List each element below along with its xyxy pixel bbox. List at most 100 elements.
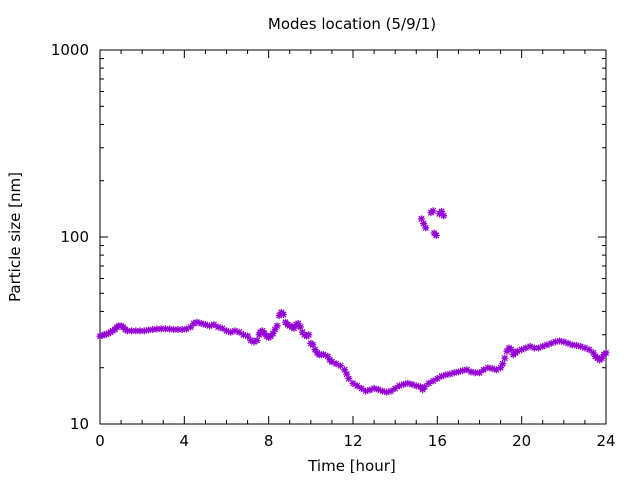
data-point — [190, 319, 198, 327]
data-point — [174, 326, 182, 334]
data-point — [503, 347, 511, 355]
data-point — [193, 318, 201, 326]
data-point — [345, 375, 353, 383]
data-point — [132, 327, 140, 335]
data-point — [438, 207, 446, 215]
data-point — [543, 341, 551, 349]
y-tick-label: 100 — [60, 228, 89, 246]
data-point — [214, 323, 222, 331]
data-point — [157, 325, 165, 333]
data-point — [539, 342, 547, 350]
data-point — [395, 382, 403, 390]
data-point — [463, 366, 471, 374]
data-point — [374, 385, 382, 393]
data-point — [247, 336, 255, 344]
data-point — [144, 326, 152, 334]
data-point — [522, 344, 530, 352]
data-point — [446, 370, 454, 378]
data-point — [128, 327, 136, 335]
data-point — [279, 311, 287, 319]
data-point — [324, 352, 332, 360]
plot-frame — [99, 49, 607, 425]
data-point — [290, 324, 298, 332]
data-point — [560, 338, 568, 346]
data-point — [269, 329, 277, 337]
data-point — [530, 344, 538, 352]
x-tick-label: 8 — [264, 432, 274, 450]
data-point — [492, 366, 500, 374]
data-point — [556, 337, 564, 345]
data-point — [501, 354, 509, 362]
data-point — [328, 358, 336, 366]
data-point — [471, 369, 479, 377]
data-point — [379, 387, 387, 395]
y-tick-label: 10 — [70, 415, 89, 433]
data-point — [450, 369, 458, 377]
data-point — [420, 220, 428, 228]
data-point — [598, 354, 606, 362]
data-point — [432, 231, 440, 239]
data-point — [391, 384, 399, 392]
data-point — [250, 338, 258, 346]
data-point — [499, 360, 507, 368]
data-point — [187, 323, 195, 331]
data-point — [422, 224, 430, 232]
data-point — [96, 332, 104, 340]
data-point — [418, 215, 426, 223]
data-point — [454, 368, 462, 376]
data-point — [589, 349, 597, 357]
data-point — [227, 328, 235, 336]
data-point — [253, 336, 261, 344]
data-point — [275, 312, 283, 320]
data-point — [476, 369, 483, 377]
chart-title: Modes location (5/9/1) — [268, 15, 436, 33]
data-point — [433, 375, 441, 383]
data-point — [366, 386, 374, 394]
x-axis-label: Time [hour] — [307, 457, 396, 475]
data-point — [223, 327, 230, 335]
data-point — [153, 325, 161, 333]
data-point — [602, 349, 610, 357]
data-point — [467, 368, 475, 376]
y-axis-ticks: 10 100 1000 — [51, 41, 606, 433]
data-point — [535, 344, 543, 352]
data-point — [568, 341, 576, 349]
data-point — [343, 370, 351, 378]
data-point — [296, 323, 304, 331]
data-point — [429, 377, 437, 385]
data-point — [349, 379, 357, 387]
x-tick-label: 12 — [343, 432, 362, 450]
data-point — [166, 325, 174, 333]
x-axis-ticks: 0 4 8 12 16 20 24 — [95, 50, 616, 450]
data-point — [480, 366, 488, 374]
data-point — [218, 324, 226, 332]
data-point — [412, 382, 420, 390]
data-point — [305, 331, 313, 339]
data-point — [577, 342, 585, 350]
data-point — [182, 325, 190, 333]
data-point — [484, 364, 492, 372]
data-point — [178, 326, 186, 334]
data-point — [404, 379, 412, 387]
data-point — [353, 382, 361, 390]
x-tick-label: 20 — [512, 432, 531, 450]
data-point — [497, 364, 505, 372]
data-point — [513, 347, 521, 355]
x-tick-label: 0 — [95, 432, 105, 450]
x-tick-label: 24 — [596, 432, 615, 450]
data-point — [231, 327, 239, 335]
data-point — [507, 346, 515, 354]
data-point — [332, 360, 340, 368]
data-point — [438, 372, 446, 380]
data-point — [526, 342, 534, 350]
data-point — [319, 351, 327, 359]
data-point — [581, 344, 589, 352]
data-point — [551, 338, 559, 346]
data-point — [518, 346, 526, 354]
data-point — [547, 339, 555, 347]
data-point — [292, 321, 300, 329]
data-point — [425, 379, 433, 387]
data-point — [206, 322, 214, 330]
data-point — [383, 388, 391, 396]
